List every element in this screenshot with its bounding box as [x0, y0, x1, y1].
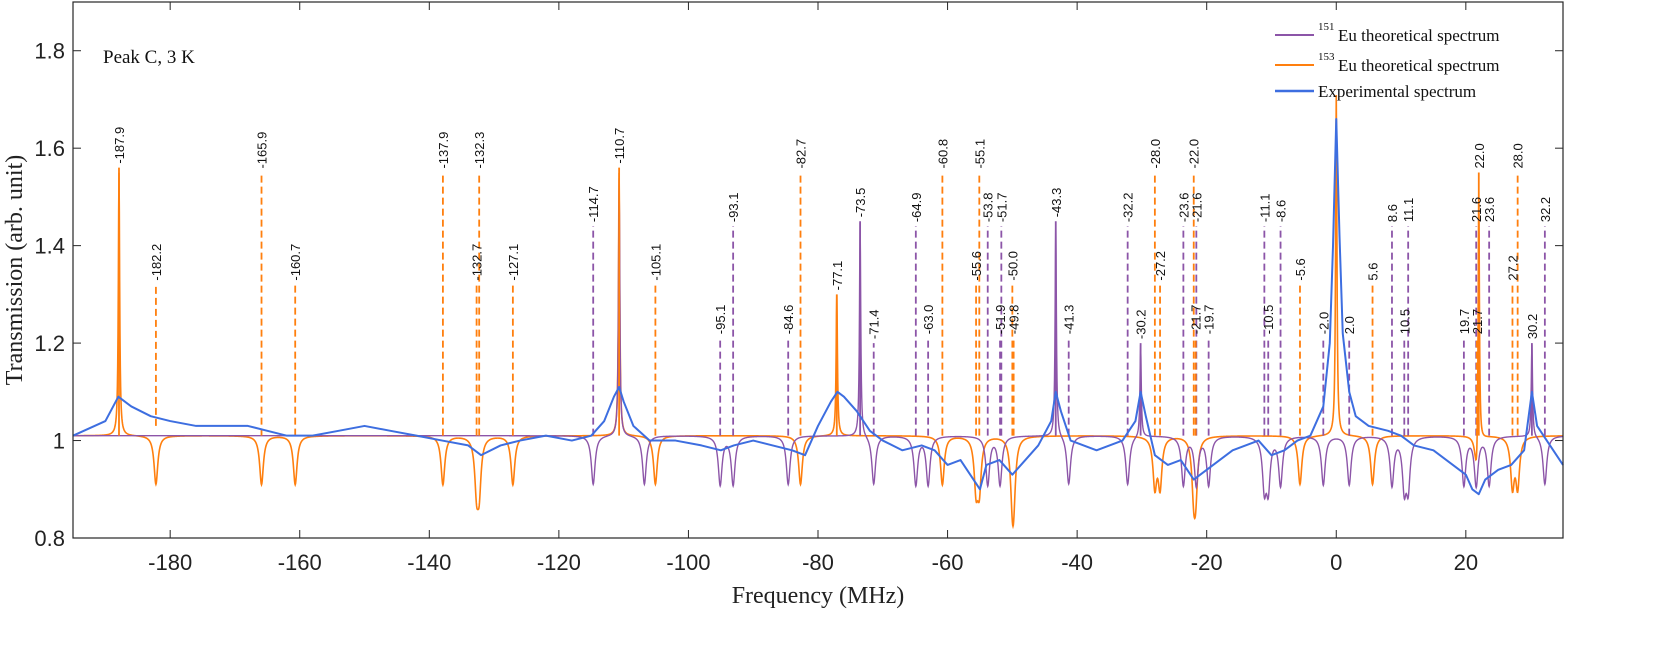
- peak-label: -63.0: [921, 305, 936, 335]
- x-tick-label: -160: [278, 550, 322, 575]
- x-tick-label: -80: [802, 550, 834, 575]
- y-tick-label: 0.8: [34, 526, 65, 551]
- peak-label: -132.7: [470, 244, 485, 281]
- peak-label: -49.8: [1007, 305, 1022, 335]
- legend-sup-eu153: 153: [1318, 51, 1335, 63]
- peak-label: 10.5: [1397, 309, 1412, 334]
- peak-label: -182.2: [149, 244, 164, 281]
- peak-label: -165.9: [255, 132, 270, 169]
- peak-label: 11.1: [1401, 198, 1416, 222]
- peak-label: -82.7: [794, 139, 809, 169]
- peak-label: -110.7: [612, 128, 627, 164]
- x-tick-label: -60: [932, 550, 964, 575]
- y-tick-label: 1.6: [34, 136, 65, 161]
- legend-label-eu151: Eu theoretical spectrum: [1338, 26, 1499, 45]
- peak-label: 19.7: [1457, 309, 1472, 334]
- peak-label: 22.0: [1472, 143, 1487, 168]
- peak-label: 5.6: [1366, 263, 1381, 281]
- eu151-theory-line: [73, 178, 1563, 502]
- x-tick-label: -140: [407, 550, 451, 575]
- peak-label: -93.1: [726, 193, 741, 223]
- peak-label: -95.1: [713, 305, 728, 335]
- x-tick-label: -120: [537, 550, 581, 575]
- peak-label: -51.7: [994, 193, 1009, 223]
- y-tick-label: 1.8: [34, 39, 65, 64]
- peak-label: -10.5: [1261, 305, 1276, 335]
- legend-sup-eu151: 151: [1318, 21, 1335, 33]
- experimental-line: [72, 117, 1564, 496]
- annotation-sticks: [118, 167, 1546, 436]
- peak-label: -50.0: [1005, 251, 1020, 281]
- panel-annotation: Peak C, 3 K: [103, 47, 195, 68]
- peak-label: -77.1: [830, 261, 845, 291]
- peak-label: -32.2: [1121, 193, 1136, 223]
- peak-label: -22.0: [1187, 139, 1202, 169]
- peak-label: -51.9: [993, 305, 1008, 335]
- peak-label: -160.7: [288, 244, 303, 281]
- peak-label: 27.2: [1505, 255, 1520, 280]
- peak-labels: -187.9 -182.2 -165.9 -160.7 -137.9 -132.3 -132…: [112, 127, 1553, 339]
- peak-label: -84.6: [781, 305, 796, 335]
- peak-label: -41.3: [1062, 305, 1077, 335]
- peak-label: -187.9: [112, 127, 127, 164]
- peak-label: 8.6: [1385, 204, 1400, 222]
- peak-label: 2.0: [1342, 316, 1357, 334]
- peak-label: -23.6: [1176, 193, 1191, 223]
- x-tick-label: 20: [1454, 550, 1478, 575]
- peak-label: -28.0: [1148, 139, 1163, 169]
- theory-curves: [72, 95, 1563, 530]
- peak-label: 21.7: [1470, 309, 1485, 334]
- x-tick-label: -20: [1191, 550, 1223, 575]
- peak-label: -73.5: [853, 188, 868, 218]
- peak-label: -105.1: [648, 244, 663, 281]
- peak-label: -27.2: [1153, 251, 1168, 281]
- peak-label: -2.0: [1316, 312, 1331, 334]
- x-tick-label: 0: [1330, 550, 1342, 575]
- x-axis-title: Frequency (MHz): [732, 583, 905, 609]
- y-tick-label: 1.2: [34, 331, 65, 356]
- peak-label: -11.1: [1257, 193, 1272, 222]
- peak-label: -114.7: [586, 186, 601, 222]
- legend-label-eu153: Eu theoretical spectrum: [1338, 56, 1499, 75]
- peak-label: 21.6: [1469, 197, 1484, 222]
- x-tick-label: -180: [148, 550, 192, 575]
- x-tick-label: -100: [666, 550, 710, 575]
- peak-label: -8.6: [1274, 200, 1289, 222]
- x-tick-label: -40: [1061, 550, 1093, 575]
- peak-label: -53.8: [981, 193, 996, 223]
- peak-label: -60.8: [935, 139, 950, 169]
- peak-label: -19.7: [1202, 305, 1217, 335]
- peak-label: -43.3: [1049, 188, 1064, 218]
- peak-label: 32.2: [1538, 197, 1553, 222]
- y-axis-title: Transmission (arb. unit): [2, 155, 28, 385]
- peak-label: -127.1: [506, 244, 521, 281]
- peak-label: -137.9: [436, 132, 451, 169]
- peak-label: -71.4: [867, 309, 882, 339]
- peak-label: -21.7: [1189, 305, 1204, 335]
- y-tick-label: 1: [53, 429, 65, 454]
- peak-label: -21.6: [1189, 193, 1204, 223]
- peak-label: -64.9: [909, 193, 924, 223]
- peak-label: 28.0: [1511, 143, 1526, 168]
- peak-label: -132.3: [472, 132, 487, 169]
- peak-label: -5.6: [1293, 258, 1308, 280]
- peak-label: -55.6: [969, 251, 984, 281]
- axes: -180 -160 -140 -120 -100 -80 -60 -40 -20 0 200.811…: [34, 2, 1563, 575]
- y-tick-label: 1.4: [34, 234, 65, 259]
- legend: 151 Eu theoretical spectrum 153 Eu theor…: [1275, 21, 1499, 101]
- peak-label: 30.2: [1525, 314, 1540, 339]
- peak-label: 23.6: [1482, 197, 1497, 222]
- experimental-curve: [72, 117, 1564, 496]
- peak-label: -30.2: [1134, 309, 1149, 339]
- peak-label: -55.1: [972, 139, 987, 169]
- legend-label-experimental: Experimental spectrum: [1318, 82, 1476, 101]
